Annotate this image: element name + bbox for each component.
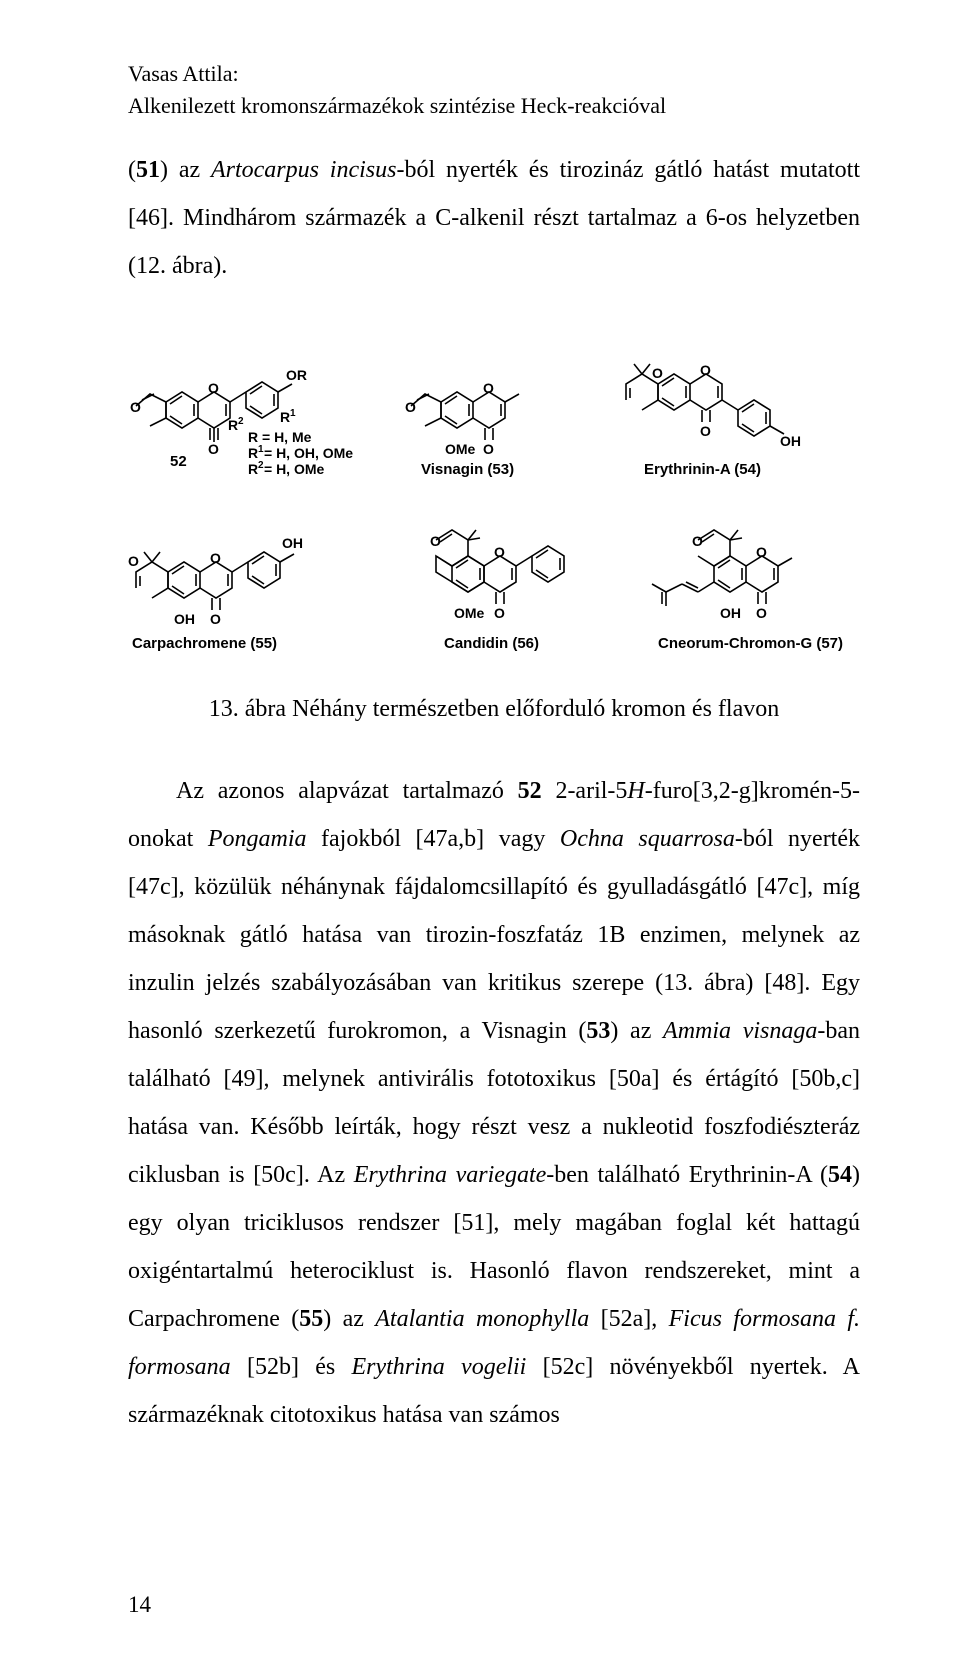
intro-italic-artocarpus: Artocarpus incisus (211, 157, 397, 183)
figure-13: O O O R (128, 326, 860, 666)
svg-text:O: O (430, 533, 441, 549)
svg-text:R: R (228, 417, 238, 433)
chem-structures-svg: O O O R (128, 326, 860, 666)
svg-text:O: O (756, 605, 767, 621)
seg: fajokból [47a,b] vagy (307, 826, 560, 852)
svg-text:O: O (692, 533, 703, 549)
intro-seg: ) az (160, 157, 211, 183)
svg-text:OMe: OMe (454, 605, 485, 621)
svg-text:Carpachromene (55): Carpachromene (55) (132, 635, 277, 652)
svg-text:Erythrinin-A (54): Erythrinin-A (54) (644, 461, 761, 478)
italic-erythrina: Erythrina variegate (354, 1162, 547, 1188)
svg-text:2: 2 (238, 416, 244, 427)
svg-text:= H, OH, OMe: = H, OH, OMe (264, 445, 353, 461)
svg-text:Candidin (56): Candidin (56) (444, 635, 539, 652)
figure-caption: 13. ábra Néhány természetben előforduló … (128, 696, 860, 723)
intro-seg: ( (128, 157, 136, 183)
svg-text:R: R (280, 409, 290, 425)
svg-text:OH: OH (780, 433, 801, 449)
italic-atalantia: Atalantia monophylla (375, 1306, 589, 1332)
svg-text:O: O (494, 544, 505, 560)
bold-53: 53 (586, 1018, 610, 1044)
svg-text:OR: OR (286, 367, 307, 383)
page: Vasas Attila: Alkenilezett kromonszármaz… (0, 0, 960, 1662)
svg-text:O: O (756, 544, 767, 560)
svg-text:O: O (494, 605, 505, 621)
svg-text:R: R (248, 445, 258, 461)
svg-text:OH: OH (282, 535, 303, 551)
svg-text:O: O (208, 441, 219, 457)
seg: [52a], (589, 1306, 668, 1332)
svg-text:O: O (405, 399, 416, 415)
italic-ochna: Ochna squarrosa (560, 826, 735, 852)
running-head-line2: Alkenilezett kromonszármazékok szintézis… (128, 90, 860, 122)
seg: ) az (610, 1018, 663, 1044)
svg-text:O: O (208, 380, 219, 396)
bold-54: 54 (828, 1162, 852, 1188)
seg: -ben található Erythrinin-A ( (546, 1162, 828, 1188)
svg-text:O: O (483, 380, 494, 396)
svg-text:R = H, Me: R = H, Me (248, 429, 312, 445)
svg-text:R: R (248, 461, 258, 477)
seg: Az azonos alapvázat tartalmazó (176, 778, 518, 804)
svg-text:O: O (210, 611, 221, 627)
svg-text:Visnagin (53): Visnagin (53) (421, 461, 514, 478)
running-head-line1: Vasas Attila: (128, 58, 860, 90)
svg-text:O: O (130, 399, 141, 415)
svg-text:OMe: OMe (445, 441, 476, 457)
seg: 2-aril-5 (542, 778, 628, 804)
svg-text:O: O (700, 362, 711, 378)
seg: [52b] és (231, 1354, 352, 1380)
italic-ammia: Ammia visnaga (663, 1018, 817, 1044)
italic-erythrina-vogelii: Erythrina vogelii (351, 1354, 526, 1380)
svg-text:O: O (652, 365, 663, 381)
svg-text:OH: OH (720, 605, 741, 621)
italic-H: H (627, 778, 644, 804)
svg-text:OH: OH (174, 611, 195, 627)
svg-text:1: 1 (290, 408, 296, 419)
svg-text:O: O (210, 550, 221, 566)
svg-text:Cneorum-Chromon-G (57): Cneorum-Chromon-G (57) (658, 635, 843, 652)
seg: -ból nyerték [47c], közülük néhánynak fá… (128, 826, 860, 1044)
svg-text:= H, OMe: = H, OMe (264, 461, 325, 477)
page-number: 14 (128, 1592, 151, 1618)
svg-text:O: O (483, 441, 494, 457)
svg-text:O: O (128, 553, 139, 569)
svg-text:O: O (700, 423, 711, 439)
running-head: Vasas Attila: Alkenilezett kromonszármaz… (128, 58, 860, 122)
seg: ) az (323, 1306, 375, 1332)
svg-text:52: 52 (170, 453, 187, 470)
intro-bold-51: 51 (136, 157, 160, 183)
bold-55: 55 (299, 1306, 323, 1332)
italic-pongamia: Pongamia (208, 826, 307, 852)
main-paragraph: Az azonos alapvázat tartalmazó 52 2-aril… (128, 767, 860, 1439)
bold-52: 52 (518, 778, 542, 804)
intro-paragraph: (51) az Artocarpus incisus-ból nyerték é… (128, 146, 860, 290)
